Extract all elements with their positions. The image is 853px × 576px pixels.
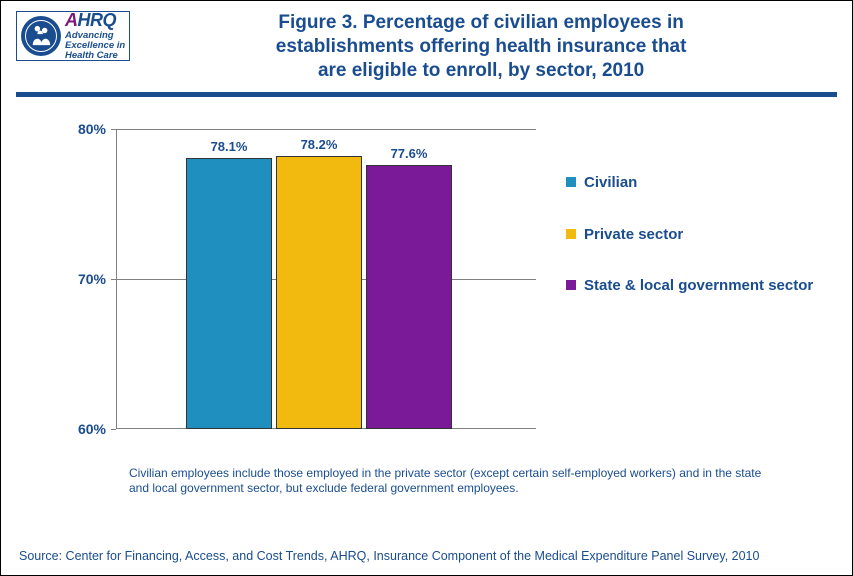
legend-swatch <box>566 229 576 239</box>
title-line: Figure 3. Percentage of civilian employe… <box>140 11 822 35</box>
y-tick <box>111 279 116 280</box>
ahrq-text: AHRQ Advancing Excellence in Health Care <box>65 11 125 61</box>
bar-private-sector <box>276 156 362 429</box>
source-citation: Source: Center for Financing, Access, an… <box>19 549 834 563</box>
legend-label: Private sector <box>584 226 683 243</box>
title-line: are eligible to enroll, by sector, 2010 <box>140 59 822 83</box>
ahrq-logo: AHRQ Advancing Excellence in Health Care <box>16 11 130 61</box>
ahrq-first-letter: A <box>65 10 78 30</box>
gridline <box>117 129 536 130</box>
bar-chart: 60%70%80%78.1%78.2%77.6% <box>116 129 536 429</box>
ahrq-rest: HRQ <box>78 10 117 30</box>
y-tick-label: 60% <box>78 421 106 437</box>
title-line: establishments offering health insurance… <box>140 35 822 59</box>
y-tick-label: 70% <box>78 271 106 287</box>
y-tick <box>111 129 116 130</box>
legend-swatch <box>566 177 576 187</box>
legend-swatch <box>566 280 576 290</box>
header: AHRQ Advancing Excellence in Health Care… <box>1 1 852 88</box>
bar-civilian <box>186 158 272 430</box>
bar-value-label: 78.2% <box>301 137 338 152</box>
bar-value-label: 77.6% <box>391 146 428 161</box>
ahrq-acronym: AHRQ <box>65 11 125 29</box>
ahrq-tagline: Advancing Excellence in Health Care <box>65 31 125 61</box>
legend-item: State & local government sector <box>566 277 826 294</box>
legend-label: State & local government sector <box>584 277 813 294</box>
bar-value-label: 78.1% <box>211 139 248 154</box>
legend-item: Private sector <box>566 226 826 243</box>
hhs-badge-icon <box>21 16 61 56</box>
legend-item: Civilian <box>566 174 826 191</box>
footnote: Civilian employees include those employe… <box>129 466 772 496</box>
y-tick-label: 80% <box>78 121 106 137</box>
chart-region: 60% 70% 80% 78.1% 78.2% 77.6% Civilian Private… <box>1 119 852 454</box>
people-icon <box>30 25 52 47</box>
tagline-line: Health Care <box>65 51 125 61</box>
bar-state-local-government-sector <box>366 165 452 429</box>
y-tick <box>111 429 116 430</box>
legend-label: Civilian <box>584 174 637 191</box>
legend: Civilian Private sector State & local gove… <box>566 174 826 328</box>
header-rule <box>16 92 837 97</box>
figure-title: Figure 3. Percentage of civilian employe… <box>130 11 832 82</box>
